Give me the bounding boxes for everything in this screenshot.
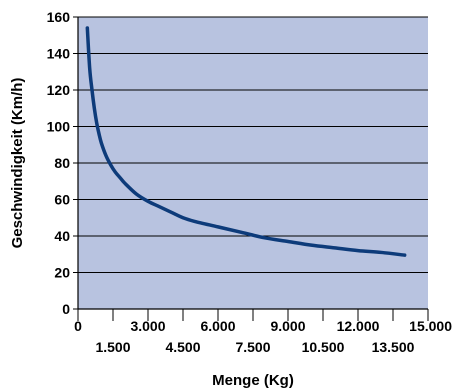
x-tick-label-lower-0: 1.500: [95, 339, 130, 355]
y-tick-label-1: 20: [54, 265, 70, 281]
x-tick-label-upper-4: 12.000: [337, 318, 380, 334]
y-tick-label-6: 120: [47, 82, 71, 98]
x-tick-label-upper-2: 6.000: [200, 318, 235, 334]
y-tick-label-4: 80: [54, 155, 70, 171]
x-tick-label-lower-3: 10.500: [302, 339, 345, 355]
y-axis-title: Geschwindigkeit (Km/h): [9, 78, 26, 249]
y-tick-label-2: 40: [54, 228, 70, 244]
x-tick-label-upper-0: 0: [74, 318, 82, 334]
y-tick-labels: 0 20 40 60 80 100 120 140 160: [47, 9, 78, 317]
x-tick-label-upper-5: 15.000: [409, 318, 452, 334]
x-tick-label-lower-1: 4.500: [165, 339, 200, 355]
x-tick-label-lower-2: 7.500: [235, 339, 270, 355]
y-tick-label-5: 100: [47, 119, 71, 135]
x-tick-label-upper-3: 9.000: [270, 318, 305, 334]
x-tick-labels: 0 3.000 6.000 9.000 12.000 15.000 1.500 4.500 7.…: [74, 309, 452, 355]
y-tick-label-3: 60: [54, 192, 70, 208]
x-tick-label-upper-1: 3.000: [130, 318, 165, 334]
x-axis-title: Menge (Kg): [212, 372, 294, 389]
series-line-0: [85, 26, 407, 257]
y-tick-label-7: 140: [47, 46, 71, 62]
series-group: [85, 26, 407, 257]
y-tick-label-8: 160: [47, 9, 71, 25]
x-tick-label-lower-4: 13.500: [372, 339, 415, 355]
y-tick-label-0: 0: [62, 301, 70, 317]
